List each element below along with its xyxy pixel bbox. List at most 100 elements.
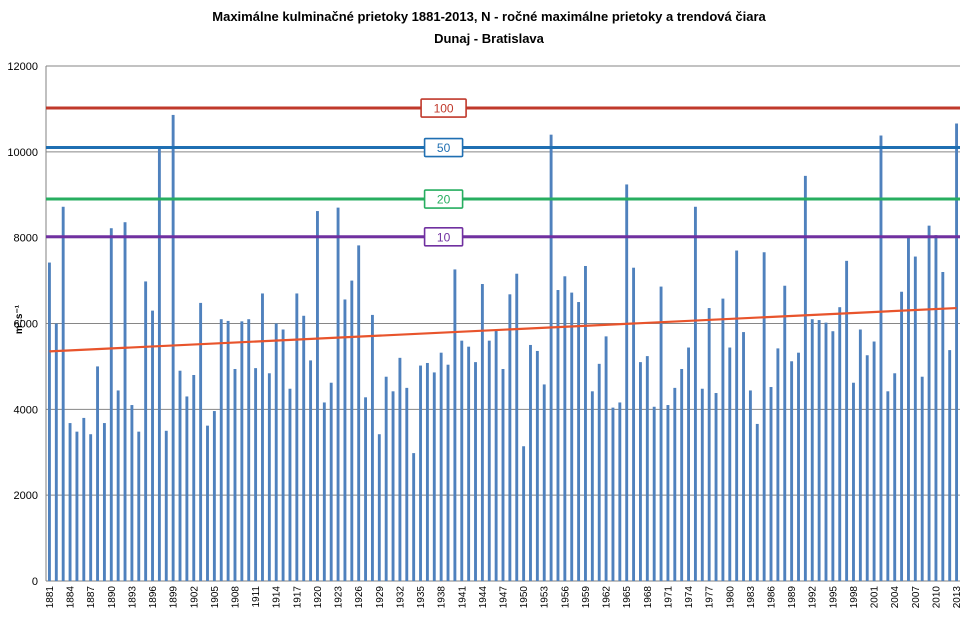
bar-2011 [941,272,945,581]
y-tick-label: 2000 [14,490,38,502]
reference-label-box-100 [420,98,467,118]
bar-1982 [742,332,745,581]
reference-label-10: 10 [437,230,451,244]
bar-1883 [61,206,65,581]
x-tick-label: 1911 [251,586,262,608]
bar-1925 [350,280,354,581]
x-tick-label: 1998 [849,586,860,609]
bar-1908 [233,368,237,581]
bar-1917 [295,293,299,581]
reference-label-20: 20 [437,193,451,207]
bar-1903 [199,302,203,581]
x-tick-label: 1995 [828,586,839,609]
reference-label-50: 50 [437,141,451,155]
bar-1945 [487,340,491,581]
bar-1953 [542,384,546,581]
bar-2008 [920,376,924,581]
bar-1882 [54,323,58,581]
x-tick-label: 1950 [519,586,530,609]
bar-1960 [590,391,594,581]
bar-1931 [391,391,395,581]
chart-subtitle: Dunaj - Bratislava [434,31,544,46]
y-tick-label: 12000 [7,61,38,73]
bar-1996 [838,307,842,581]
chart-title: Maximálne kulminačné prietoky 1881-2013,… [212,9,766,24]
x-tick-label: 1935 [416,586,427,609]
bar-1979 [721,298,725,581]
x-tick-label: 1926 [354,586,365,609]
bar-2005 [900,291,904,581]
bar-1970 [659,286,663,581]
bar-1887 [89,434,93,581]
bar-1976 [700,388,704,581]
reference-label-box-20 [423,189,464,209]
bar-2004 [893,373,897,581]
x-tick-label: 1953 [540,586,551,609]
x-tick-label: 1962 [602,586,613,609]
bar-1921 [322,402,326,581]
x-tick-label: 1884 [66,586,77,609]
bar-1949 [515,273,519,581]
bar-2001 [872,341,876,581]
y-tick-label: 4000 [14,404,38,416]
bar-1904 [206,425,209,581]
bar-1897 [157,147,161,581]
bar-2009 [927,225,931,581]
bar-1987 [776,348,780,581]
bar-1954 [549,134,553,581]
bar-1969 [652,406,656,581]
y-tick-label: 8000 [14,233,38,245]
x-tick-label: 1977 [705,586,716,609]
bar-1891 [116,390,120,581]
x-tick-label: 2001 [870,586,881,609]
bar-1975 [693,206,697,581]
bar-1935 [419,365,422,581]
bar-2003 [886,391,890,581]
x-tick-label: 1923 [334,586,345,609]
bar-1922 [329,382,333,581]
trend-line [49,306,957,353]
bar-1884 [68,423,72,581]
bar-2002 [879,135,883,581]
x-tick-label: 1971 [663,586,674,609]
bar-1997 [845,260,849,581]
bar-1958 [577,302,581,581]
bar-1993 [817,320,821,581]
bar-1941 [460,340,464,581]
x-tick-label: 1980 [725,586,736,609]
bar-1973 [680,368,684,581]
bar-1926 [357,245,361,581]
bar-1972 [673,387,677,581]
bar-1977 [707,308,711,581]
bar-1899 [171,114,175,582]
bar-1894 [137,431,141,581]
x-tick-label: 1893 [127,586,138,609]
bar-1938 [439,352,443,581]
bar-1951 [529,344,532,581]
bar-1909 [240,321,244,581]
bar-1913 [267,373,271,581]
bar-1918 [302,315,306,581]
bar-1886 [82,417,86,581]
bar-1900 [178,370,182,581]
x-tick-label: 1917 [292,586,303,609]
y-tick-label: 10000 [7,147,38,159]
bar-1924 [343,299,347,581]
bar-1957 [570,292,574,581]
bar-1928 [370,314,374,581]
x-tick-label: 1992 [808,586,819,609]
bar-1885 [75,431,79,581]
bar-1930 [384,376,388,581]
x-tick-label: 1929 [375,586,386,609]
reference-label-box-50 [423,137,464,158]
bar-1943 [474,362,477,581]
bar-1984 [755,423,759,581]
bar-1920 [316,211,319,581]
bar-1881 [47,262,51,581]
bar-1933 [405,387,409,581]
bar-1898 [164,430,168,581]
x-tick-label: 1983 [746,586,757,609]
bar-1923 [336,207,340,581]
bar-1964 [618,402,622,581]
